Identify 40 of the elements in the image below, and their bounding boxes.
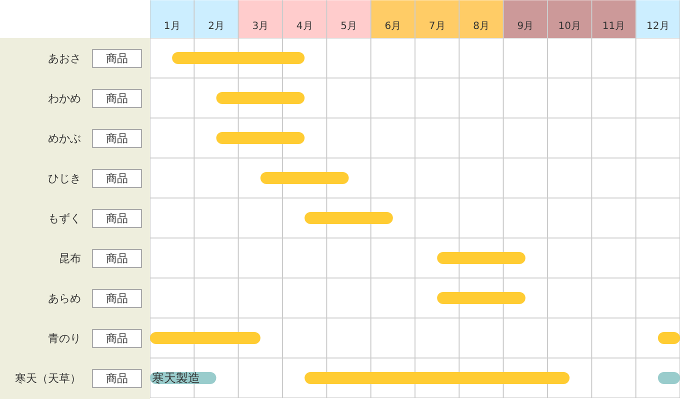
- series-label: 寒天製造: [152, 371, 200, 385]
- text: 商品: [106, 132, 128, 145]
- y-tick-label: 青のり: [48, 332, 81, 345]
- y-tick-label: もずく: [48, 212, 81, 225]
- text: 商品: [106, 172, 128, 185]
- bar: [260, 172, 349, 184]
- x-tick-label: 3月: [252, 21, 269, 32]
- x-tick-label: 6月: [384, 21, 402, 32]
- bar: [304, 372, 570, 384]
- text: 商品: [106, 252, 128, 265]
- text: 商品: [106, 52, 128, 65]
- y-tick-label: ひじき: [48, 172, 81, 185]
- bar: [172, 52, 305, 64]
- text: 商品: [106, 212, 128, 225]
- x-tick-label: 7月: [428, 21, 446, 32]
- bar: [437, 252, 526, 264]
- x-tick-label: 1月: [164, 21, 180, 32]
- text: 商品: [106, 92, 128, 105]
- x-tick-label: 5月: [340, 21, 357, 32]
- y-tick-label: あらめ: [48, 292, 81, 305]
- text: 商品: [106, 292, 128, 305]
- x-tick-label: 12月: [646, 21, 670, 32]
- text: 商品: [106, 372, 128, 385]
- x-tick-label: 10月: [558, 21, 581, 32]
- x-tick-label: 9月: [517, 21, 534, 32]
- bar: [216, 92, 305, 104]
- x-tick-label: 4月: [296, 21, 313, 32]
- y-tick-label: わかめ: [48, 92, 81, 105]
- bar: [150, 332, 260, 344]
- text: 商品: [106, 332, 128, 345]
- bar: [304, 212, 393, 224]
- bar: [216, 132, 305, 144]
- y-tick-label: 寒天（天草）: [15, 372, 81, 385]
- x-tick-label: 2月: [208, 21, 224, 32]
- y-tick-label: あおさ: [48, 52, 81, 65]
- x-tick-label: 8月: [473, 21, 490, 32]
- x-tick-label: 11月: [602, 21, 626, 32]
- y-tick-label: めかぶ: [48, 132, 81, 145]
- y-tick-label: 昆布: [59, 252, 81, 265]
- bar: [437, 292, 526, 304]
